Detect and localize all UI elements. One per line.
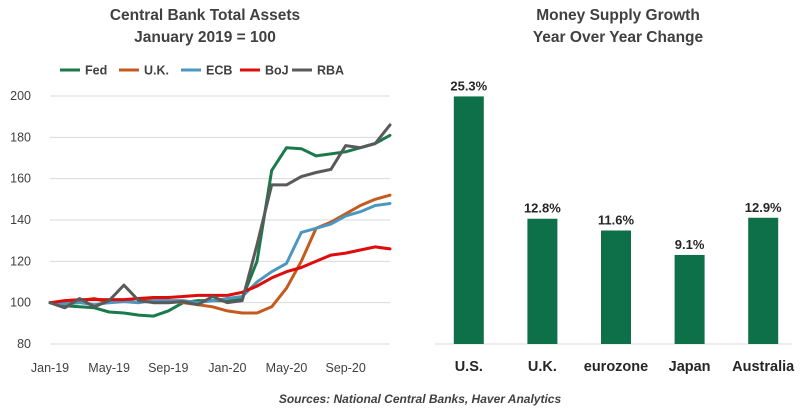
y-tick-label: 200 [10, 89, 31, 103]
legend-label: Fed [85, 64, 107, 78]
bar-chart: 25.3% U.S. 12.8% U.K. 11.6% eurozone 9.1% Japan… [435, 78, 795, 375]
x-category-label: U.S. [455, 359, 483, 375]
bar-value-label: 9.1% [675, 237, 705, 252]
y-tick-label: 140 [10, 213, 31, 227]
x-tick-label: May-19 [88, 361, 130, 375]
line-chart-subtitle: January 2019 = 100 [134, 29, 276, 46]
y-tick-label: 100 [10, 296, 31, 310]
bar-chart-title: Money Supply Growth [536, 7, 700, 24]
series-line-fed [48, 133, 392, 318]
series-line-rba [48, 123, 392, 310]
x-tick-label: Jan-20 [208, 361, 246, 375]
bar-value-label: 12.9% [745, 200, 782, 215]
legend-label: ECB [206, 64, 232, 78]
legend-label: BoJ [265, 64, 289, 78]
bar-value-label: 11.6% [598, 212, 635, 227]
bar-value-label: 12.8% [524, 201, 561, 216]
x-tick-label: Sep-19 [148, 361, 188, 375]
bar [453, 96, 484, 345]
series-line-boj [48, 245, 392, 305]
legend-label: U.K. [144, 64, 169, 78]
x-category-label: Australia [732, 359, 795, 375]
y-tick-label: 180 [10, 130, 31, 144]
line-chart: 80 100 120 140 160 180 200 Jan-19 May-19 Sep-19 Ja… [10, 64, 392, 375]
line-chart-title: Central Bank Total Assets [110, 7, 300, 24]
x-tick-label: Jan-19 [31, 361, 69, 375]
y-tick-label: 120 [10, 254, 31, 268]
y-tick-label: 160 [10, 172, 31, 186]
source-note: Sources: National Central Banks, Haver A… [279, 392, 562, 406]
x-category-label: Japan [669, 359, 711, 375]
x-tick-label: Sep-20 [325, 361, 365, 375]
bar [674, 254, 705, 344]
legend-label: RBA [317, 64, 344, 78]
bar-value-label: 25.3% [450, 78, 487, 93]
bar [748, 217, 779, 344]
x-tick-label: May-20 [266, 361, 308, 375]
y-tick-label: 80 [17, 337, 31, 351]
bar [601, 230, 631, 344]
bar-chart-subtitle: Year Over Year Change [533, 29, 704, 46]
x-category-label: U.K. [528, 359, 557, 375]
bar [527, 218, 558, 344]
x-category-label: eurozone [584, 359, 648, 375]
